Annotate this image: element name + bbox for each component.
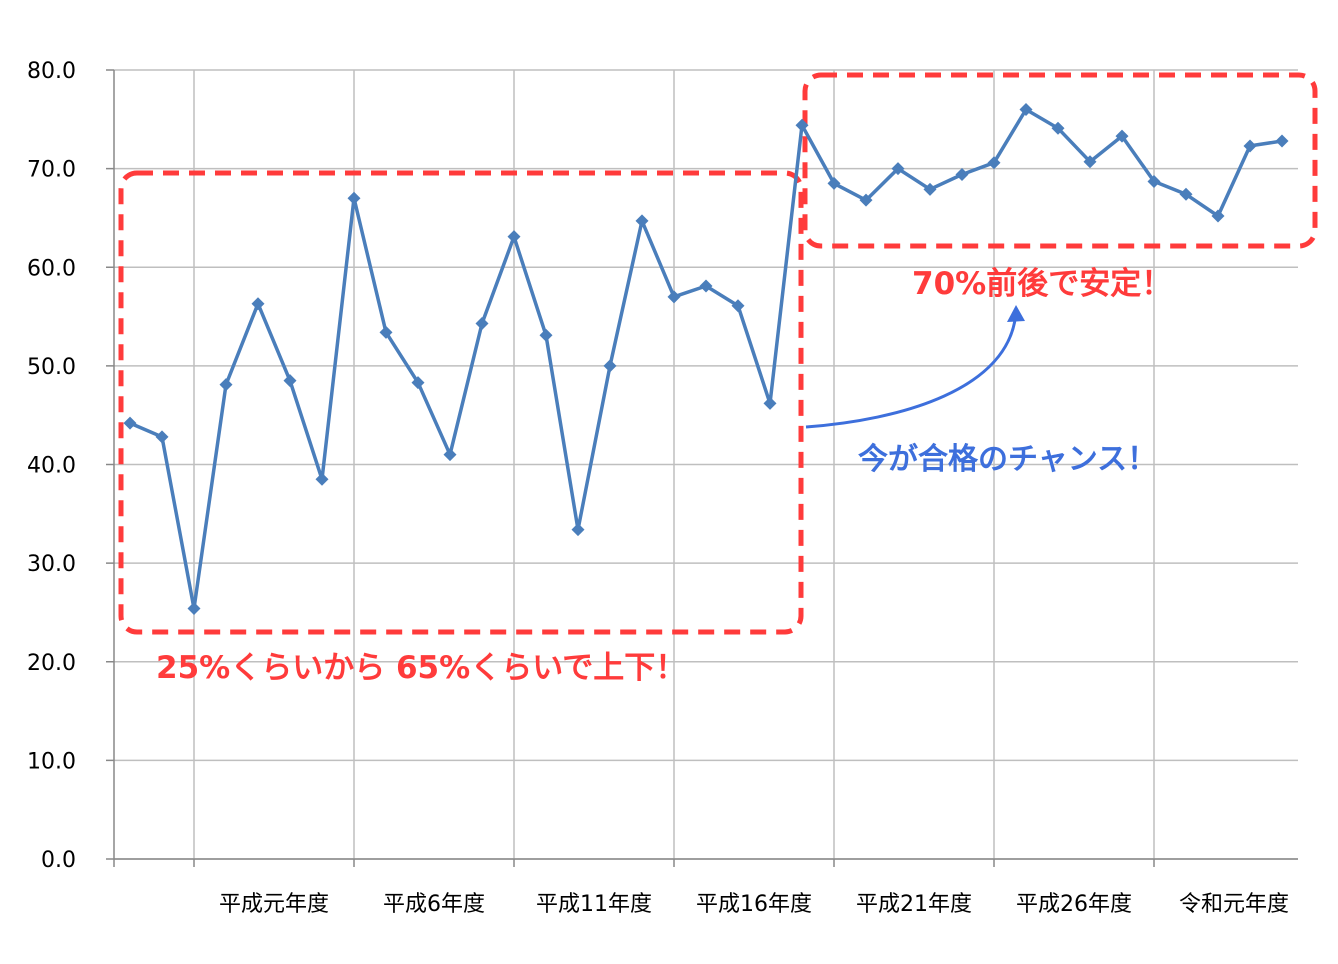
- data-point: [571, 523, 585, 537]
- data-point: [1147, 174, 1161, 188]
- data-point: [411, 376, 425, 390]
- data-point: [219, 378, 233, 392]
- x-tick-labels: 平成元年度 平成6年度 平成11年度 平成16年度 平成21年度 平成26年度 令和元年度: [219, 892, 1289, 917]
- data-point: [1243, 139, 1257, 153]
- data-point: [155, 430, 169, 444]
- y-tick-label: 70.0: [27, 158, 76, 183]
- chance-annotation: 今が合格のチャンス！: [858, 442, 1157, 477]
- series-line: [129, 107, 1283, 611]
- series-polyline: [129, 107, 1283, 611]
- y-tick-label: 30.0: [27, 552, 76, 577]
- volatile-period-box: [118, 170, 804, 635]
- data-point: [187, 601, 201, 615]
- data-point: [923, 182, 937, 196]
- x-tick-label: 平成21年度: [856, 892, 972, 917]
- data-point: [1051, 121, 1065, 135]
- x-tick-label: 平成16年度: [696, 892, 812, 917]
- data-point: [795, 118, 809, 132]
- data-point: [1211, 209, 1225, 223]
- x-tick-label: 平成元年度: [219, 892, 329, 917]
- data-point: [1083, 155, 1097, 169]
- data-point: [827, 176, 841, 190]
- data-point: [443, 448, 457, 462]
- axes: [106, 69, 1298, 867]
- x-tick-label: 平成26年度: [1016, 892, 1132, 917]
- data-point: [1115, 129, 1129, 143]
- y-tick-label: 60.0: [27, 256, 76, 281]
- y-tick-label: 50.0: [27, 355, 76, 380]
- y-tick-label: 20.0: [27, 651, 76, 676]
- data-point: [603, 359, 617, 373]
- data-point: [891, 162, 905, 176]
- range-annotation: 25%くらいから 65%くらいで上下！: [156, 650, 686, 686]
- data-point: [475, 316, 489, 330]
- data-point: [731, 299, 745, 313]
- data-point: [1275, 134, 1289, 148]
- arrowhead-icon: [1007, 305, 1025, 322]
- y-tick-labels: 0.0 10.0 20.0 30.0 40.0 50.0 60.0 70.0 80.0: [27, 59, 76, 873]
- arrow-curve: [805, 311, 1018, 429]
- x-tick-label: 令和元年度: [1179, 892, 1289, 917]
- stable-period-box: [802, 72, 1318, 249]
- data-point: [763, 396, 777, 410]
- y-tick-label: 40.0: [27, 454, 76, 479]
- data-point: [283, 374, 297, 388]
- stable-annotation: 70%前後で安定！: [912, 266, 1172, 302]
- data-point: [507, 230, 521, 244]
- x-tick-label: 平成6年度: [383, 892, 485, 917]
- y-tick-label: 10.0: [27, 749, 76, 774]
- data-point: [635, 214, 649, 228]
- data-point: [347, 191, 361, 205]
- data-point: [539, 328, 553, 342]
- data-point: [379, 325, 393, 339]
- series-markers: [123, 102, 1289, 615]
- y-tick-label: 0.0: [41, 848, 76, 873]
- data-point: [955, 168, 969, 182]
- y-tick-label: 80.0: [27, 59, 76, 84]
- data-point: [123, 416, 137, 430]
- data-point: [1179, 187, 1193, 201]
- data-point: [1019, 102, 1033, 116]
- x-tick-label: 平成11年度: [536, 892, 652, 917]
- data-point: [859, 193, 873, 207]
- data-point: [667, 290, 681, 304]
- data-point: [987, 156, 1001, 170]
- data-point: [315, 472, 329, 486]
- data-point: [251, 297, 265, 311]
- data-point: [699, 279, 713, 293]
